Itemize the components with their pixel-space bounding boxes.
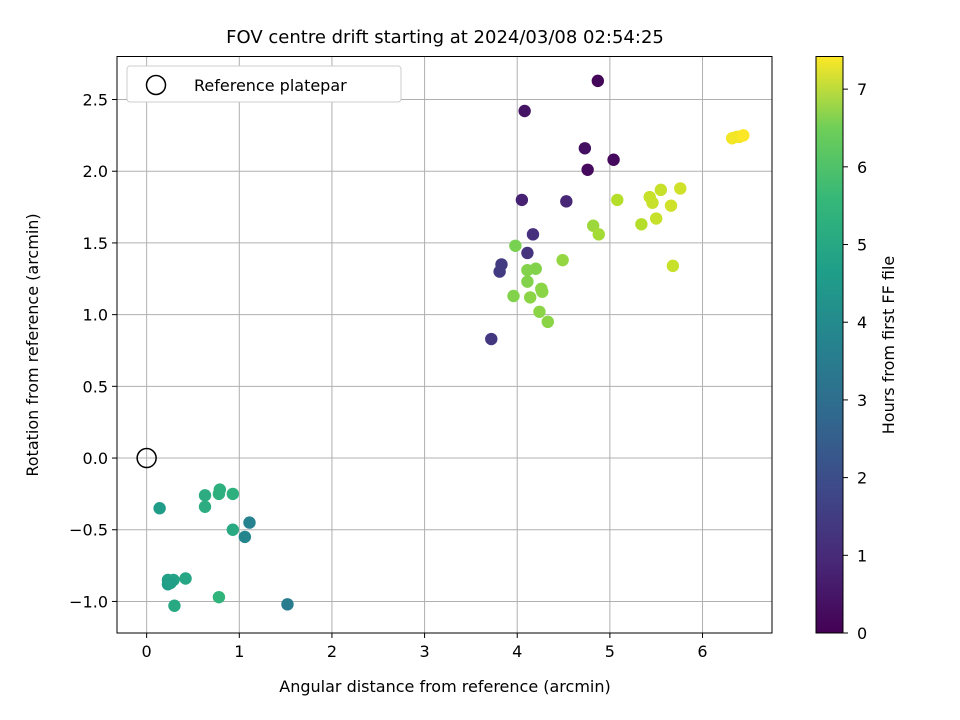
data-point — [592, 228, 605, 241]
data-point — [533, 305, 546, 318]
data-point — [666, 259, 680, 273]
colorbar-tick-label: 4 — [857, 313, 867, 332]
scatter-points — [153, 74, 750, 612]
colorbar-tick-label: 1 — [857, 546, 867, 565]
x-tick-label: 6 — [697, 642, 707, 661]
data-point — [153, 502, 166, 515]
data-point — [507, 289, 520, 303]
data-point — [509, 239, 522, 252]
y-tick-label: 2.5 — [83, 91, 108, 110]
data-point — [164, 576, 177, 590]
data-point — [541, 315, 554, 329]
data-point — [518, 104, 531, 118]
data-point — [168, 599, 181, 612]
data-point — [212, 590, 226, 604]
data-point — [611, 193, 624, 207]
y-tick-label: 0.0 — [83, 449, 108, 468]
colorbar-tick-label: 0 — [857, 624, 867, 643]
y-tick-label: 0.5 — [83, 377, 108, 396]
data-point — [226, 523, 240, 536]
data-point — [521, 246, 534, 260]
y-axis-label: Rotation from reference (arcmin) — [23, 213, 42, 476]
data-point — [607, 153, 620, 166]
data-point — [654, 183, 668, 197]
x-tick-label: 4 — [512, 642, 522, 661]
plot-area-frame — [116, 56, 773, 634]
axis-ticks: 0 1 2 3 4 5 6 −1.0 −0.5 0.0 0.5 1.0 1.5 2.0 2.5 — [69, 91, 707, 661]
colorbar-tick-label: 5 — [857, 236, 867, 255]
data-point — [179, 572, 192, 585]
y-tick-label: 1.0 — [83, 306, 108, 325]
data-point — [526, 228, 540, 241]
x-tick-label: 1 — [234, 642, 244, 661]
legend-marker — [145, 74, 167, 96]
data-point — [635, 218, 648, 231]
colorbar-tick-label: 3 — [857, 391, 867, 410]
data-point — [515, 193, 529, 207]
data-point — [529, 262, 542, 275]
y-tick-label: −0.5 — [69, 521, 108, 540]
y-tick-label: 2.0 — [83, 162, 108, 181]
grid — [117, 56, 772, 633]
chart-title: FOV centre drift starting at 2024/03/08 … — [226, 27, 664, 48]
data-point — [556, 253, 569, 267]
data-point — [578, 142, 592, 155]
y-tick-label: 1.5 — [83, 234, 108, 253]
x-tick-label: 2 — [327, 642, 337, 661]
data-point — [485, 332, 498, 346]
data-point — [591, 74, 605, 88]
legend-label: Reference platepar — [194, 76, 347, 95]
x-tick-label: 3 — [419, 642, 429, 661]
data-point — [649, 212, 663, 225]
colorbar-label: Hours from first FF file — [879, 256, 898, 435]
y-tick-label: −1.0 — [69, 592, 108, 611]
data-point — [581, 163, 594, 176]
data-point — [226, 487, 240, 501]
data-point — [243, 516, 256, 529]
data-point — [674, 182, 687, 195]
reference-platepar-marker — [136, 447, 157, 469]
legend: Reference platepar — [126, 65, 402, 103]
x-tick-label: 0 — [142, 642, 152, 661]
data-point — [646, 196, 659, 209]
colorbar: 0 1 2 3 4 5 6 7 Hours from first FF file — [815, 56, 898, 643]
data-point — [213, 483, 227, 496]
colorbar-tick-label: 2 — [857, 469, 867, 488]
x-tick-label: 5 — [605, 642, 615, 661]
colorbar-tick-label: 6 — [857, 158, 867, 177]
x-axis-label: Angular distance from reference (arcmin) — [279, 677, 610, 696]
data-point — [523, 291, 537, 304]
data-point — [536, 285, 549, 298]
colorbar-gradient — [815, 56, 844, 634]
data-point — [664, 199, 678, 212]
data-point — [737, 129, 750, 142]
data-point — [198, 500, 212, 514]
data-point — [238, 530, 252, 544]
data-point — [521, 275, 534, 288]
colorbar-ticks: 0 1 2 3 4 5 6 7 — [843, 80, 867, 643]
colorbar-tick-label: 7 — [857, 80, 867, 99]
data-point — [560, 195, 573, 208]
data-point — [281, 598, 294, 611]
data-point — [198, 489, 212, 502]
data-point — [493, 265, 506, 278]
legend-box — [126, 65, 402, 103]
